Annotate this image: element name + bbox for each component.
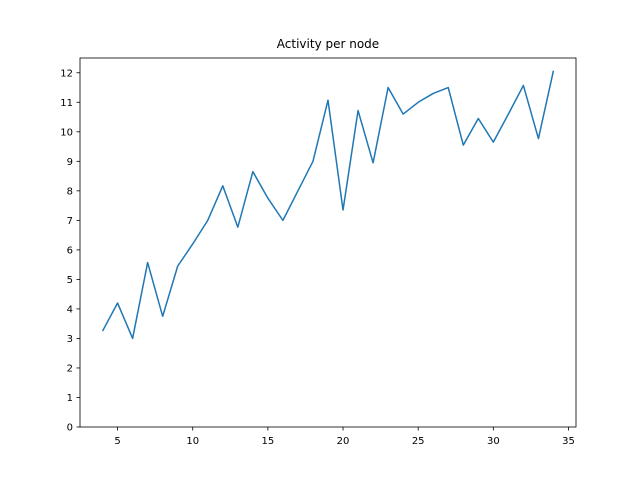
- x-tick-label: 10: [186, 436, 199, 447]
- series-line-0: [101, 70, 555, 340]
- y-tick-label: 5: [67, 275, 73, 286]
- y-tick-label: 9: [67, 157, 73, 168]
- y-tick-label: 10: [60, 127, 73, 138]
- y-tick-label: 11: [60, 98, 73, 109]
- y-tick-label: 12: [60, 68, 73, 79]
- y-tick-label: 2: [67, 363, 73, 374]
- x-tick-label: 5: [114, 436, 120, 447]
- y-tick-label: 7: [67, 216, 73, 227]
- y-tick-label: 4: [67, 304, 73, 315]
- y-tick-label: 3: [67, 334, 73, 345]
- x-tick-label: 20: [337, 436, 350, 447]
- x-tick-label: 35: [562, 436, 575, 447]
- chart-title: Activity per node: [277, 37, 379, 51]
- y-tick-label: 1: [67, 393, 73, 404]
- x-tick-label: 25: [412, 436, 425, 447]
- x-tick-label: 15: [262, 436, 275, 447]
- y-tick-label: 6: [67, 245, 73, 256]
- y-tick-label: 0: [67, 423, 73, 434]
- y-tick-label: 8: [67, 186, 73, 197]
- axes-frame: [79, 57, 577, 428]
- x-tick-label: 30: [487, 436, 500, 447]
